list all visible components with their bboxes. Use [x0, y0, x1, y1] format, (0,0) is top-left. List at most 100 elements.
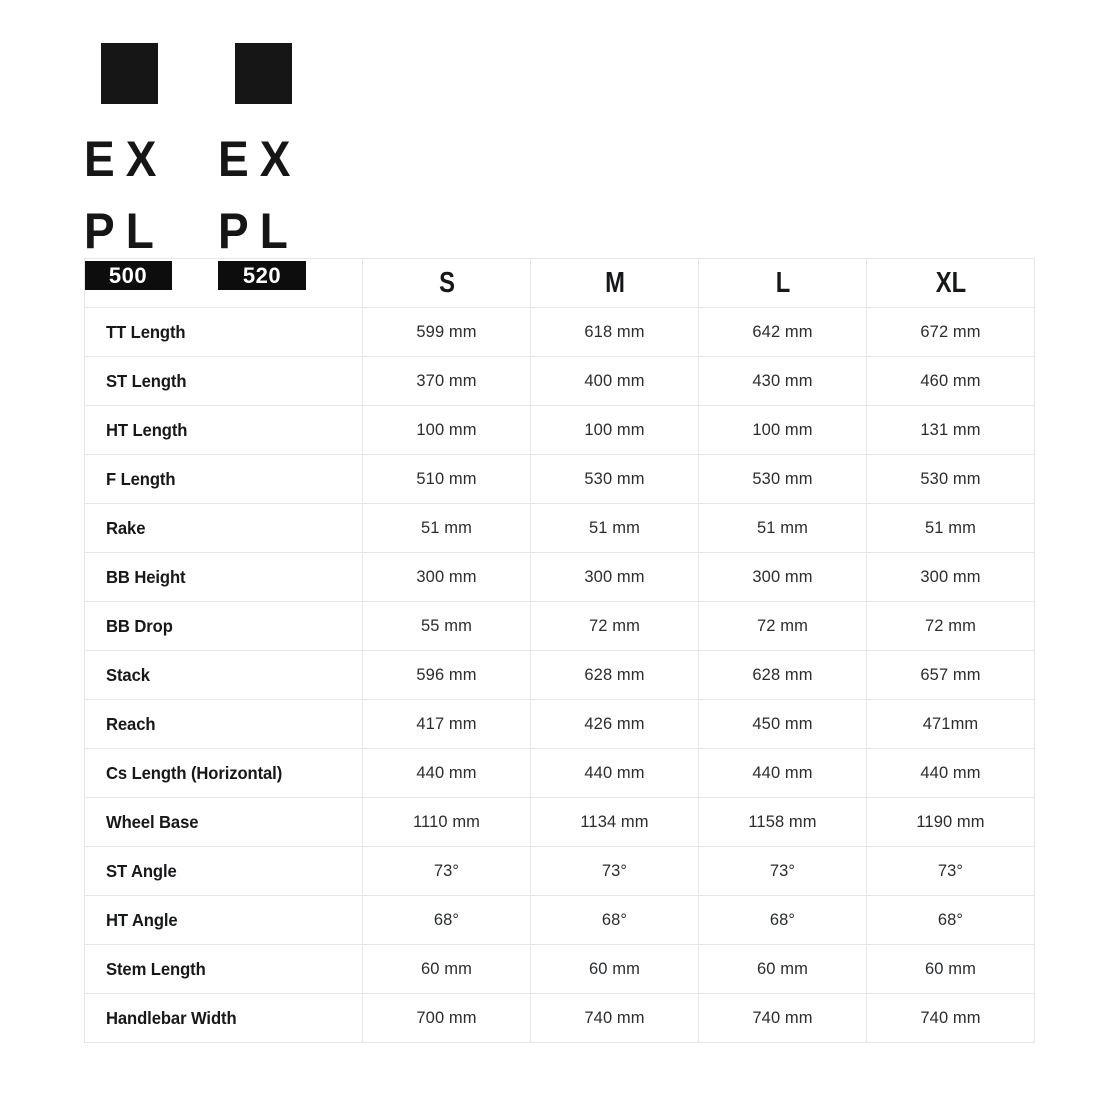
cell-m: 51 mm — [530, 503, 699, 553]
table-row: Stem Length 60 mm 60 mm 60 mm 60 mm — [84, 944, 1035, 994]
cell-l: 73° — [698, 846, 867, 896]
cell-xl: 60 mm — [866, 944, 1035, 994]
row-label-text: Stem Length — [106, 958, 206, 979]
cell-m: 73° — [530, 846, 699, 896]
logo-wordmark-line2: PL — [218, 203, 299, 259]
logo-wordmark-line1: EX — [218, 131, 302, 187]
row-label-text: ST Angle — [106, 860, 177, 881]
table-row: HT Length 100 mm 100 mm 100 mm 131 mm — [84, 405, 1035, 455]
cell-l: 300 mm — [698, 552, 867, 602]
table-row: F Length 510 mm 530 mm 530 mm 530 mm — [84, 454, 1035, 504]
table-body: TT Length 599 mm 618 mm 642 mm 672 mm ST Leng… — [84, 307, 1035, 1043]
geometry-table: S M L XL TT Length 599 mm 618 mm 642 mm 672 … — [84, 258, 1035, 1043]
cell-m: 618 mm — [530, 307, 699, 357]
cell-xl: 131 mm — [866, 405, 1035, 455]
cell-s: 100 mm — [362, 405, 531, 455]
table-row: Stack 596 mm 628 mm 628 mm 657 mm — [84, 650, 1035, 700]
cell-m: 740 mm — [530, 993, 699, 1043]
cell-m: 628 mm — [530, 650, 699, 700]
table-row: BB Height 300 mm 300 mm 300 mm 300 mm — [84, 552, 1035, 602]
cell-m: 72 mm — [530, 601, 699, 651]
cell-xl: 471mm — [866, 699, 1035, 749]
header-size-m: M — [545, 258, 684, 308]
table-header: S M L XL — [84, 258, 1035, 308]
cell-s: 417 mm — [362, 699, 531, 749]
cell-xl: 72 mm — [866, 601, 1035, 651]
cell-s: 510 mm — [362, 454, 531, 504]
header-row: S M L XL — [84, 258, 1035, 308]
cell-s: 370 mm — [362, 356, 531, 406]
cell-l: 51 mm — [698, 503, 867, 553]
cell-s: 51 mm — [362, 503, 531, 553]
table-row: Rake 51 mm 51 mm 51 mm 51 mm — [84, 503, 1035, 553]
cell-m: 68° — [530, 895, 699, 945]
cell-l: 450 mm — [698, 699, 867, 749]
cell-m: 300 mm — [530, 552, 699, 602]
cell-m: 426 mm — [530, 699, 699, 749]
cell-xl: 657 mm — [866, 650, 1035, 700]
explore-500-logo: EX PL 500 — [84, 38, 218, 290]
cell-l: 642 mm — [698, 307, 867, 357]
cell-s: 440 mm — [362, 748, 531, 798]
cell-s: 596 mm — [362, 650, 531, 700]
cell-l: 430 mm — [698, 356, 867, 406]
cell-l: 740 mm — [698, 993, 867, 1043]
cell-xl: 300 mm — [866, 552, 1035, 602]
cell-m: 60 mm — [530, 944, 699, 994]
row-label: Handlebar Width — [84, 993, 363, 1043]
table-row: Handlebar Width 700 mm 740 mm 740 mm 740 mm — [84, 993, 1035, 1043]
cell-xl: 1190 mm — [866, 797, 1035, 847]
cell-s: 599 mm — [362, 307, 531, 357]
cell-s: 700 mm — [362, 993, 531, 1043]
row-label-text: F Length — [106, 468, 176, 489]
cell-m: 530 mm — [530, 454, 699, 504]
row-label-text: HT Angle — [106, 909, 178, 930]
cell-l: 530 mm — [698, 454, 867, 504]
row-label: HT Length — [84, 405, 363, 455]
table-row: TT Length 599 mm 618 mm 642 mm 672 mm — [84, 307, 1035, 357]
row-label: F Length — [84, 454, 363, 504]
cell-l: 440 mm — [698, 748, 867, 798]
logo-wordmark-line1: EX — [84, 131, 168, 187]
row-label-text: Reach — [106, 713, 156, 734]
explore-520-logo: EX PL 520 — [218, 38, 352, 290]
cell-xl: 672 mm — [866, 307, 1035, 357]
logo-square-icon — [101, 43, 158, 104]
header-size-l: L — [713, 258, 852, 308]
header-size-xl: XL — [881, 258, 1020, 308]
header-corner-cell — [84, 258, 363, 308]
table-row: HT Angle 68° 68° 68° 68° — [84, 895, 1035, 945]
cell-m: 400 mm — [530, 356, 699, 406]
row-label: HT Angle — [84, 895, 363, 945]
table-row: Cs Length (Horizontal) 440 mm 440 mm 440 mm… — [84, 748, 1035, 798]
cell-l: 100 mm — [698, 405, 867, 455]
header-size-s: S — [377, 258, 516, 308]
table-row: Wheel Base 1110 mm 1134 mm 1158 mm 1190 mm — [84, 797, 1035, 847]
row-label: Rake — [84, 503, 363, 553]
table-row: Reach 417 mm 426 mm 450 mm 471mm — [84, 699, 1035, 749]
row-label-text: Stack — [106, 664, 150, 685]
table-row: ST Length 370 mm 400 mm 430 mm 460 mm — [84, 356, 1035, 406]
cell-xl: 51 mm — [866, 503, 1035, 553]
cell-l: 628 mm — [698, 650, 867, 700]
row-label-text: Cs Length (Horizontal) — [106, 762, 283, 783]
row-label: Wheel Base — [84, 797, 363, 847]
cell-l: 68° — [698, 895, 867, 945]
row-label-text: HT Length — [106, 419, 188, 440]
cell-xl: 73° — [866, 846, 1035, 896]
row-label: Stack — [84, 650, 363, 700]
table-row: ST Angle 73° 73° 73° 73° — [84, 846, 1035, 896]
table-row: BB Drop 55 mm 72 mm 72 mm 72 mm — [84, 601, 1035, 651]
cell-s: 68° — [362, 895, 531, 945]
row-label-text: Handlebar Width — [106, 1007, 237, 1028]
row-label: BB Height — [84, 552, 363, 602]
cell-xl: 530 mm — [866, 454, 1035, 504]
row-label-text: Rake — [106, 517, 146, 538]
row-label: ST Length — [84, 356, 363, 406]
logo-wordmark-line2: PL — [84, 203, 165, 259]
row-label-text: BB Drop — [106, 615, 173, 636]
row-label: BB Drop — [84, 601, 363, 651]
row-label: Cs Length (Horizontal) — [84, 748, 363, 798]
row-label-text: BB Height — [106, 566, 186, 587]
